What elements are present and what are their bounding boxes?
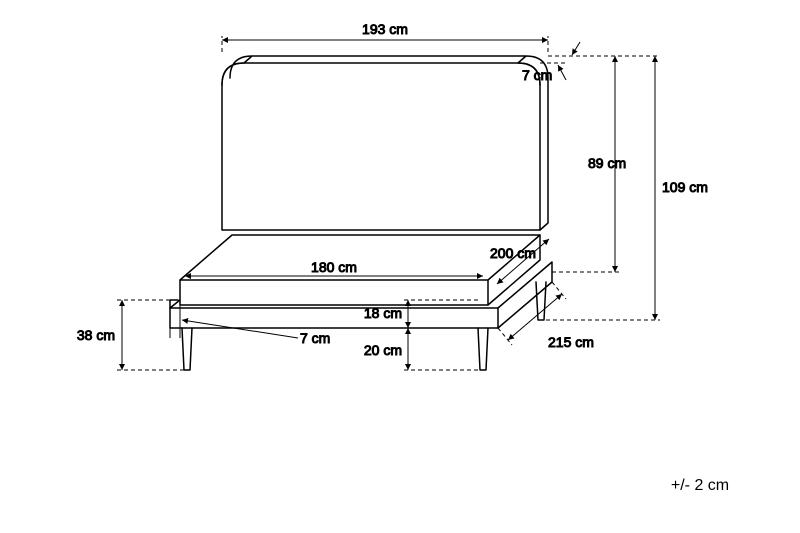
label-leg-height: 20 cm xyxy=(364,342,402,358)
dim-frame-height: 38 cm xyxy=(77,300,184,370)
dim-leg-height: 20 cm xyxy=(364,328,478,370)
bed-dimension-diagram: 193 cm 7 cm 109 cm 89 cm 200 cm xyxy=(0,0,800,533)
label-mattress-width: 180 cm xyxy=(311,259,357,275)
label-frame-length: 215 cm xyxy=(548,334,594,350)
label-frame-height: 38 cm xyxy=(77,327,115,343)
tolerance-note: +/- 2 cm xyxy=(671,477,729,494)
dim-headboard-thickness: 7 cm xyxy=(522,42,580,83)
label-headboard-width: 193 cm xyxy=(362,21,408,37)
dim-total-height: 109 cm xyxy=(546,56,708,320)
label-headboard-thickness: 7 cm xyxy=(522,67,552,83)
label-headboard-height: 89 cm xyxy=(588,155,626,171)
label-frame-thickness: 7 cm xyxy=(300,330,330,346)
dim-mattress-width: 180 cm xyxy=(185,259,483,276)
dim-side-rail-height: 18 cm xyxy=(364,300,478,328)
dim-frame-thickness: 7 cm xyxy=(170,300,330,346)
label-mattress-length: 200 cm xyxy=(490,245,536,261)
dim-headboard-width: 193 cm xyxy=(222,21,548,52)
label-side-rail-height: 18 cm xyxy=(364,305,402,321)
bed-outline xyxy=(170,56,552,370)
dim-headboard-height: 89 cm xyxy=(552,56,626,272)
label-total-height: 109 cm xyxy=(662,179,708,195)
